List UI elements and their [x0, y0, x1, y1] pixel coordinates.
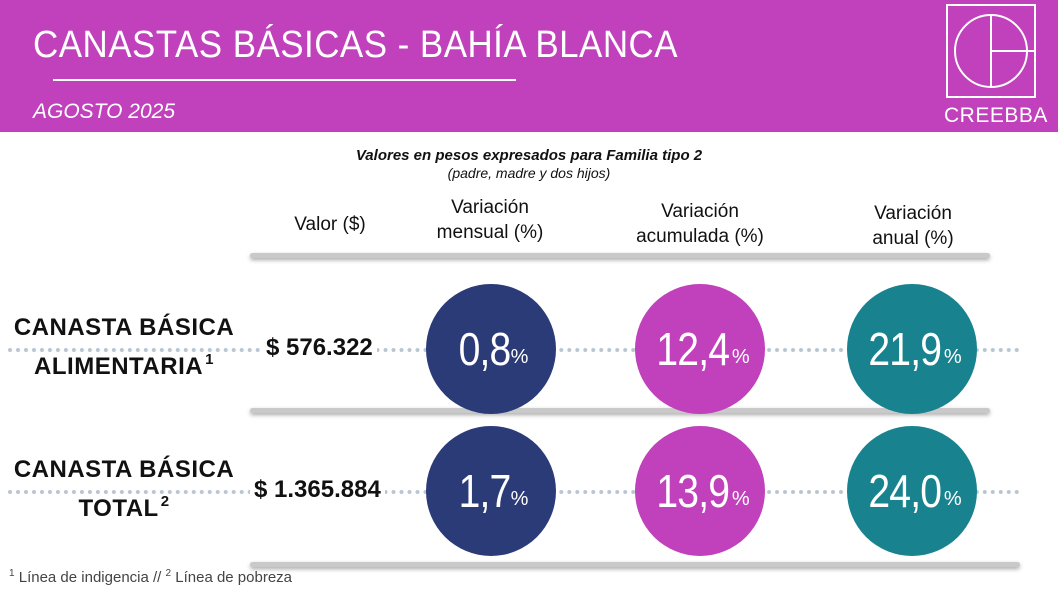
- col-head-acumulada: Variación acumulada (%): [610, 199, 790, 249]
- circle-mensual-total: 1,7%: [426, 426, 556, 556]
- col-head-mensual-line2: mensual (%): [436, 222, 544, 243]
- circle-acumulada-alimentaria: 12,4%: [635, 284, 765, 414]
- col-head-anual-line2: anual (%): [872, 228, 954, 249]
- footnote-ref-1: 1: [9, 568, 15, 579]
- page-subtitle: AGOSTO 2025: [33, 100, 176, 123]
- logo-mark-icon: [954, 14, 1034, 88]
- row-label-footnote-ref: 1: [205, 351, 214, 368]
- row-label-alimentaria: CANASTA BÁSICA ALIMENTARIA 1: [4, 312, 244, 383]
- value-anual: 21,9: [868, 323, 943, 375]
- header-band: CANASTAS BÁSICAS - BAHÍA BLANCA AGOSTO 2…: [0, 0, 1058, 132]
- row-label-footnote-ref: 2: [160, 493, 170, 510]
- family-note-detail: (padre, madre y dos hijos): [447, 165, 611, 181]
- percent-sign: %: [943, 487, 962, 510]
- family-note: Valores en pesos expresados para Familia…: [355, 147, 703, 164]
- percent-sign: %: [510, 487, 529, 510]
- percent-sign: %: [510, 345, 529, 368]
- value-acumulada: 12,4: [656, 323, 731, 375]
- circle-anual-alimentaria: 21,9%: [847, 284, 977, 414]
- col-head-valor: Valor ($): [270, 212, 390, 237]
- col-head-acumulada-line1: Variación: [661, 201, 739, 222]
- footnote-text-1: Línea de indigencia //: [14, 569, 166, 586]
- row-label-line1: CANASTA BÁSICA: [13, 456, 235, 483]
- title-underline: [53, 79, 516, 81]
- row-label-line1: CANASTA BÁSICA: [13, 314, 235, 341]
- col-head-mensual: Variación mensual (%): [410, 195, 570, 245]
- col-head-valor-label: Valor ($): [294, 214, 366, 235]
- value-mensual: 1,7: [458, 465, 511, 517]
- value-mensual: 0,8: [458, 323, 511, 375]
- col-head-mensual-line1: Variación: [451, 197, 529, 218]
- circle-anual-total: 24,0%: [847, 426, 977, 556]
- col-head-anual-line1: Variación: [874, 203, 952, 224]
- separator-line: [250, 408, 990, 413]
- col-head-acumulada-line2: acumulada (%): [636, 226, 764, 247]
- row-value-alimentaria: $ 576.322: [262, 334, 377, 362]
- row-label-line2: ALIMENTARIA: [34, 353, 204, 380]
- creebba-logo: CREEBBA: [944, 4, 1048, 130]
- footnote-ref-2: 2: [165, 568, 172, 579]
- page-title: CANASTAS BÁSICAS - BAHÍA BLANCA: [33, 24, 679, 66]
- circle-mensual-alimentaria: 0,8%: [426, 284, 556, 414]
- separator-line: [250, 562, 1020, 567]
- row-label-line2: TOTAL: [78, 495, 159, 522]
- percent-sign: %: [731, 487, 750, 510]
- row-value-total: $ 1.365.884: [250, 476, 385, 504]
- col-head-anual: Variación anual (%): [833, 201, 993, 251]
- row-label-total: CANASTA BÁSICA TOTAL 2: [4, 454, 244, 525]
- logo-frame: [946, 4, 1036, 98]
- value-acumulada: 13,9: [656, 465, 731, 517]
- value-anual: 24,0: [868, 465, 943, 517]
- footnote-text-2: Línea de pobreza: [171, 569, 293, 586]
- percent-sign: %: [731, 345, 750, 368]
- percent-sign: %: [943, 345, 962, 368]
- logo-text: CREEBBA: [944, 104, 1048, 127]
- circle-acumulada-total: 13,9%: [635, 426, 765, 556]
- footnote: 1 Línea de indigencia // 2 Línea de pobr…: [9, 568, 292, 586]
- separator-line: [250, 253, 990, 258]
